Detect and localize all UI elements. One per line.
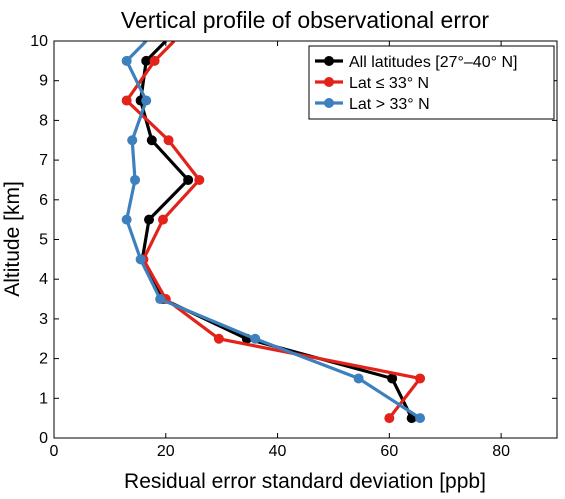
axis-layer: 0 20 40 60 80 0 1 2 3 4 5 6 7 8 9 10 xyxy=(30,33,558,460)
x-axis-title: Residual error standard deviation [ppb] xyxy=(124,470,486,493)
legend-marker-0 xyxy=(324,56,334,66)
data-point-2-8 xyxy=(141,95,152,106)
data-point-2-3 xyxy=(155,294,166,305)
y-tick-label-4: 4 xyxy=(39,271,48,288)
data-point-1-0 xyxy=(384,413,395,424)
legend-box xyxy=(308,45,555,120)
data-point-1-5 xyxy=(157,214,168,225)
legend-marker-1 xyxy=(324,77,334,87)
data-point-2-9 xyxy=(121,55,132,66)
series-layer xyxy=(121,41,426,424)
data-point-2-0 xyxy=(415,413,426,424)
y-tick-label-0: 0 xyxy=(39,430,48,447)
series-2 xyxy=(121,41,426,424)
chart-title: Vertical profile of observational error xyxy=(121,7,490,33)
data-point-2-4 xyxy=(135,254,146,265)
data-point-0-5 xyxy=(144,214,155,225)
legend-label-1: Lat ≤ 33° N xyxy=(349,75,429,92)
data-point-2-5 xyxy=(121,214,132,225)
y-tick-label-10: 10 xyxy=(30,33,48,50)
data-point-2-7 xyxy=(127,135,138,146)
x-tick-label-3: 60 xyxy=(380,443,398,460)
y-tick-label-9: 9 xyxy=(39,73,48,90)
y-axis-title: Altitude [km] xyxy=(1,181,24,297)
y-tick-label-5: 5 xyxy=(39,232,48,249)
y-tick-label-6: 6 xyxy=(39,192,48,209)
data-point-1-8 xyxy=(121,95,132,106)
data-point-1-9 xyxy=(149,55,160,66)
y-tick-label-1: 1 xyxy=(39,390,48,407)
data-point-2-6 xyxy=(130,174,141,185)
x-tick-label-0: 0 xyxy=(50,443,59,460)
data-point-0-1 xyxy=(387,373,398,384)
data-point-1-6 xyxy=(194,174,205,185)
x-tick-label-4: 80 xyxy=(492,443,510,460)
data-point-2-2 xyxy=(250,333,261,344)
data-point-1-2 xyxy=(213,333,224,344)
x-tick-label-1: 20 xyxy=(157,443,175,460)
x-tick-label-2: 40 xyxy=(269,443,287,460)
legend: All latitudes [27°–40° N] Lat ≤ 33° N Lat … xyxy=(308,45,555,120)
data-point-0-7 xyxy=(146,135,157,146)
y-tick-label-7: 7 xyxy=(39,152,48,169)
data-point-0-9 xyxy=(141,55,152,66)
legend-marker-2 xyxy=(324,98,334,108)
legend-label-2: Lat > 33° N xyxy=(349,96,430,113)
y-tick-label-2: 2 xyxy=(39,351,48,368)
data-point-2-1 xyxy=(353,373,364,384)
data-point-0-6 xyxy=(183,174,194,185)
data-point-1-1 xyxy=(415,373,426,384)
data-point-1-7 xyxy=(163,135,174,146)
legend-label-0: All latitudes [27°–40° N] xyxy=(349,54,517,71)
y-tick-label-3: 3 xyxy=(39,311,48,328)
y-tick-label-8: 8 xyxy=(39,112,48,129)
